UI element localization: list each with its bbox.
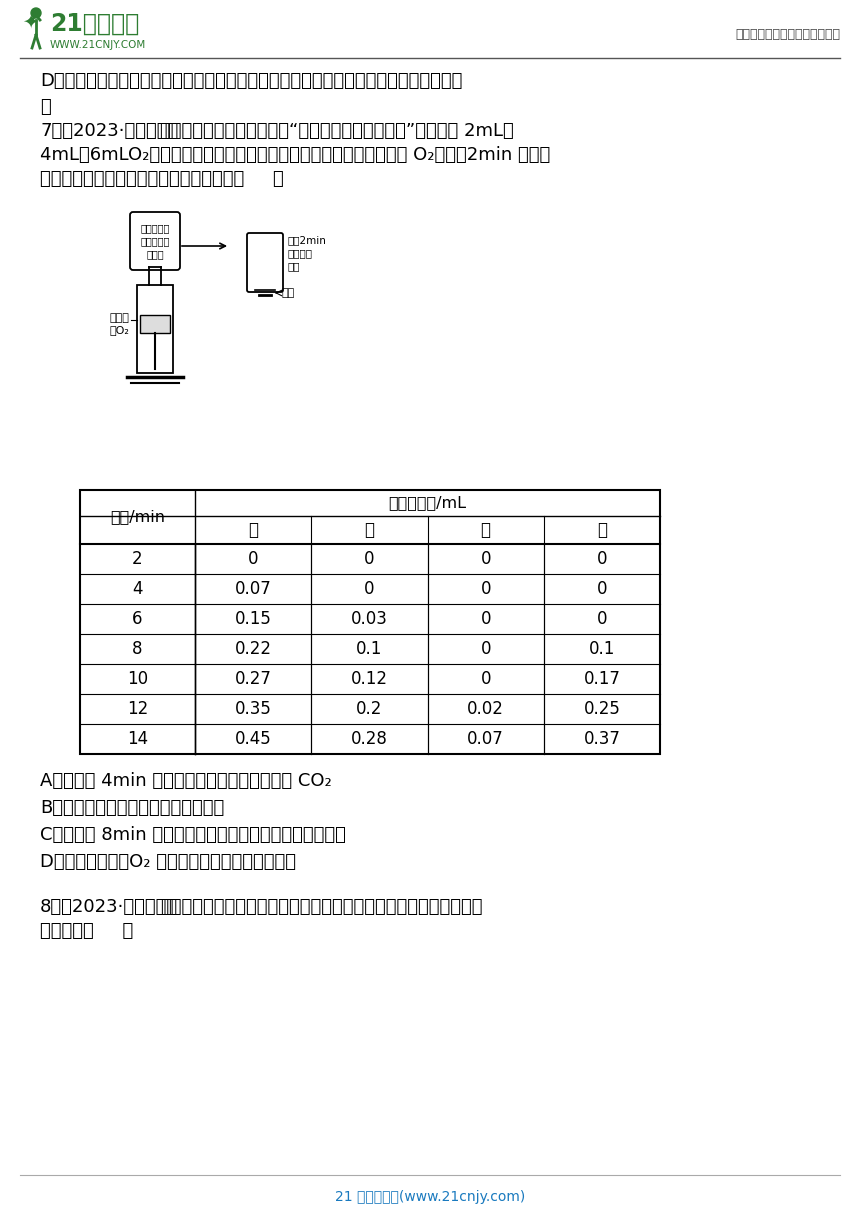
Text: 一定量
的O₂: 一定量 的O₂	[109, 314, 129, 334]
Text: D．在探究酵母菌呼吸方式的实验时要适当延长培养时间以耗尽葡萄糖，避免干扰显色反: D．在探究酵母菌呼吸方式的实验时要适当延长培养时间以耗尽葡萄糖，避免干扰显色反	[40, 72, 463, 90]
Text: 0.35: 0.35	[235, 700, 272, 717]
Text: 14: 14	[127, 730, 148, 748]
Bar	[80, 490, 660, 754]
Text: 0: 0	[248, 550, 258, 568]
Text: 0: 0	[364, 550, 375, 568]
Text: 0.28: 0.28	[351, 730, 388, 748]
Text: 10: 10	[127, 670, 148, 688]
Text: 时间/min: 时间/min	[110, 510, 165, 524]
Text: 0.02: 0.02	[467, 700, 504, 717]
Text: 6: 6	[132, 610, 143, 627]
Bar	[140, 315, 170, 333]
Text: 4: 4	[132, 580, 143, 598]
Text: 0: 0	[597, 610, 607, 627]
Text: 0.1: 0.1	[589, 640, 615, 658]
Text: 7．（2023·宁波模拟）: 7．（2023·宁波模拟）	[40, 122, 178, 140]
Text: 装有酵母菌
和培养液的
反应室: 装有酵母菌 和培养液的 反应室	[140, 223, 169, 259]
Text: D．一段时间内，O₂ 供量越大，无氧呼吸速率越低: D．一段时间内，O₂ 供量越大，无氧呼吸速率越低	[40, 852, 296, 871]
Text: 丙: 丙	[481, 520, 490, 539]
Text: 12: 12	[127, 700, 148, 717]
Bar	[137, 285, 173, 373]
Text: 中小学教育资源及组卷应用平台: 中小学教育资源及组卷应用平台	[735, 28, 840, 41]
Text: 2: 2	[132, 550, 143, 568]
Text: 0: 0	[597, 550, 607, 568]
Text: 应: 应	[40, 98, 51, 116]
Text: 0: 0	[481, 610, 491, 627]
Text: 丁: 丁	[597, 520, 607, 539]
Text: 0.07: 0.07	[235, 580, 272, 598]
Text: B．乙组、丙组气体增量不会超过丁组: B．乙组、丙组气体增量不会超过丁组	[40, 799, 224, 817]
Text: 8．（2023·浙江模拟）: 8．（2023·浙江模拟）	[40, 897, 178, 916]
Text: 0.37: 0.37	[583, 730, 620, 748]
Text: 4mL、6mLO₂分别加到甲、乙、丙组的反应室内，丁组反应小室不加 O₂，每陔2min 进行检: 4mL、6mLO₂分别加到甲、乙、丙组的反应室内，丁组反应小室不加 O₂，每陔2…	[40, 146, 550, 164]
Text: 0: 0	[481, 640, 491, 658]
Text: 0: 0	[597, 580, 607, 598]
Text: 某同学设置如图所示实验装置，探究酵母菌细胞呼吸方式。下列叙述: 某同学设置如图所示实验装置，探究酵母菌细胞呼吸方式。下列叙述	[160, 897, 482, 916]
Text: ✦: ✦	[22, 12, 39, 30]
Text: 0.27: 0.27	[235, 670, 272, 688]
Text: 密封: 密封	[281, 288, 294, 298]
Text: 0.17: 0.17	[583, 670, 620, 688]
FancyBboxPatch shape	[247, 233, 283, 292]
Text: 0.07: 0.07	[467, 730, 504, 748]
Text: A．甲组在 4min 时，酵母菌的线粒体仍能产生 CO₂: A．甲组在 4min 时，酵母菌的线粒体仍能产生 CO₂	[40, 772, 332, 790]
Circle shape	[31, 9, 41, 18]
Text: 21世纪教育: 21世纪教育	[50, 12, 139, 36]
Text: 乙: 乙	[365, 520, 374, 539]
Text: 正确的是（     ）: 正确的是（ ）	[40, 922, 133, 940]
Text: 气体变化量/mL: 气体变化量/mL	[389, 495, 466, 511]
Text: 0.45: 0.45	[235, 730, 272, 748]
FancyBboxPatch shape	[130, 212, 180, 270]
Text: 0.22: 0.22	[235, 640, 272, 658]
Text: 测，实验结果见下表。下列叙述错误的是（     ）: 测，实验结果见下表。下列叙述错误的是（ ）	[40, 170, 284, 188]
Text: 0.12: 0.12	[351, 670, 388, 688]
Text: 甲: 甲	[249, 520, 258, 539]
Text: 0: 0	[364, 580, 375, 598]
Text: 0.15: 0.15	[235, 610, 272, 627]
Text: 8: 8	[132, 640, 143, 658]
Text: 某兴趣小组利用注射器开展“探究酵母菌的呼吸方式”实验，将 2mL、: 某兴趣小组利用注射器开展“探究酵母菌的呼吸方式”实验，将 2mL、	[160, 122, 513, 140]
Text: WWW.21CNJY.COM: WWW.21CNJY.COM	[50, 40, 146, 50]
Text: 0.25: 0.25	[583, 700, 620, 717]
Text: 每隔2min
进行定量
检测: 每隔2min 进行定量 检测	[287, 235, 326, 271]
Text: 21 世纪教育网(www.21cnjy.com): 21 世纪教育网(www.21cnjy.com)	[335, 1190, 525, 1204]
Text: 0.2: 0.2	[356, 700, 383, 717]
Text: C．丁组在 8min 时，其反应液能使酸性重铬酸钒变灰绿色: C．丁组在 8min 时，其反应液能使酸性重铬酸钒变灰绿色	[40, 826, 346, 844]
Text: 0: 0	[481, 670, 491, 688]
Text: 0: 0	[481, 550, 491, 568]
Text: 0.1: 0.1	[356, 640, 383, 658]
Text: 0.03: 0.03	[351, 610, 388, 627]
Text: 0: 0	[481, 580, 491, 598]
